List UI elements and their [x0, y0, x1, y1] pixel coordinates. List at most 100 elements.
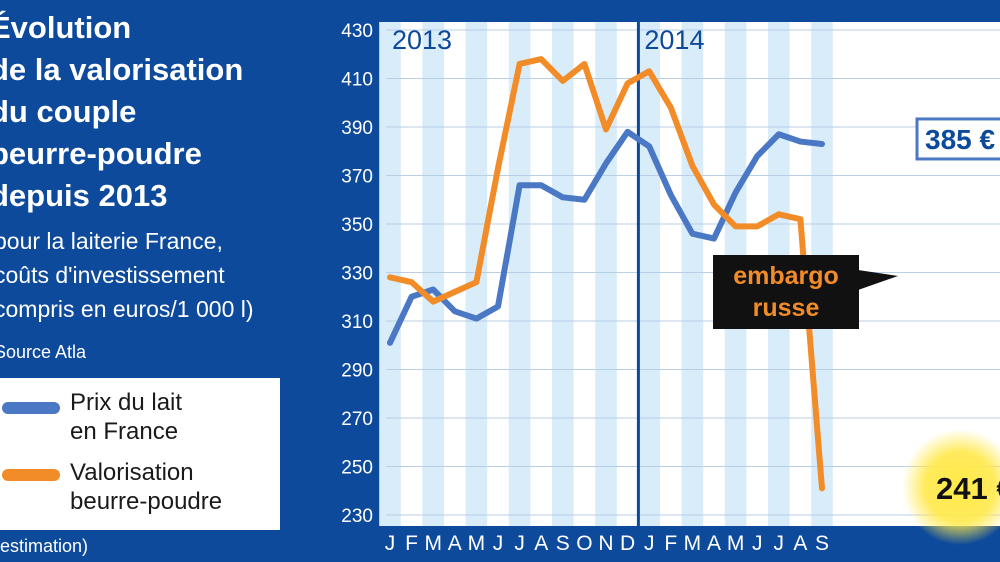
estimation-note: (estimation): [0, 536, 89, 556]
data-point: [603, 161, 609, 166]
data-point: [539, 183, 544, 188]
data-point: [711, 236, 717, 241]
x-tick-label: F: [405, 532, 418, 555]
end-label-box-lait: [915, 117, 1000, 161]
subtitle-line-2: coûts d'investissement: [0, 262, 225, 288]
data-point: [625, 129, 630, 135]
title-line-4: beurre-poudre: [0, 136, 202, 171]
data-point: [711, 202, 717, 207]
data-point: [582, 197, 587, 202]
legend-label-beurre-line2: beurre-poudre: [70, 488, 223, 515]
month-stripe: [422, 22, 444, 526]
legend-label-beurre: Valorisation beurre-poudre: [70, 458, 222, 516]
data-point: [647, 69, 652, 74]
month-stripe: [508, 22, 531, 526]
year-label-2014: 2014: [644, 25, 704, 55]
legend-label-lait-line1: Prix du lait: [70, 389, 183, 416]
embargo-callout-line2: russe: [753, 294, 820, 322]
y-tick-label: 430: [341, 21, 373, 42]
data-point: [733, 224, 738, 229]
y-tick-label: 370: [341, 167, 373, 188]
title-line-2: de la valorisation: [0, 52, 244, 87]
data-point: [560, 195, 565, 200]
data-point: [625, 81, 630, 86]
legend-swatch-lait: [2, 402, 60, 414]
x-tick-label: A: [448, 532, 462, 555]
x-tick-label: S: [556, 532, 570, 555]
x-tick-label: J: [752, 532, 763, 555]
x-tick-label: A: [707, 532, 721, 555]
y-tick-label: 310: [341, 312, 373, 333]
y-tick-label: 270: [341, 409, 373, 430]
highlight-glow: [902, 429, 1000, 545]
x-tick-label: M: [424, 532, 442, 555]
x-tick-label: J: [514, 532, 525, 555]
embargo-callout-line1: embargo: [733, 262, 839, 290]
legend: Prix du lait en France Valorisation beur…: [0, 378, 280, 530]
data-point: [582, 61, 587, 67]
end-label-lait: 385 €: [925, 124, 995, 155]
subtitle-line-3: compris en euros/1 000 l): [0, 296, 254, 322]
data-point: [668, 105, 673, 110]
data-point: [431, 287, 436, 292]
month-stripe: [595, 22, 617, 526]
x-tick-label: A: [534, 532, 548, 555]
x-tick-label: J: [774, 532, 785, 555]
x-tick-label: O: [576, 532, 592, 555]
month-stripe: [681, 22, 704, 526]
y-tick-label: 330: [341, 264, 373, 285]
data-point: [560, 78, 565, 84]
legend-label-beurre-line1: Valorisation: [70, 459, 194, 486]
y-tick-label: 390: [341, 118, 373, 139]
legend-label-lait: Prix du lait en France: [70, 388, 182, 446]
x-tick-label: M: [727, 532, 745, 555]
data-point: [495, 166, 501, 171]
data-point: [474, 316, 479, 321]
data-point: [733, 190, 738, 195]
legend-label-lait-line2: en France: [70, 418, 179, 445]
data-point: [798, 216, 803, 222]
end-label-beurre: 241 €: [936, 471, 1000, 506]
data-point: [409, 280, 414, 285]
source-note: Source Atla: [0, 342, 87, 362]
y-tick-label: 410: [341, 70, 373, 91]
data-point: [452, 289, 457, 295]
data-point: [755, 224, 760, 229]
x-tick-label: J: [644, 532, 655, 555]
data-point: [819, 486, 825, 491]
subtitle-line-1: pour la laiterie France,: [0, 228, 223, 254]
x-axis-band: [386, 526, 1000, 562]
legend-swatch-beurre: [2, 469, 60, 481]
x-tick-label: J: [493, 532, 504, 555]
data-point: [647, 144, 652, 149]
month-stripe: [638, 22, 660, 526]
data-point: [798, 139, 803, 144]
data-point: [776, 212, 781, 217]
embargo-callout-pointer: [858, 270, 898, 290]
data-point: [690, 163, 695, 168]
data-point: [539, 56, 544, 62]
data-point: [474, 280, 479, 285]
y-tick-label: 230: [341, 506, 373, 527]
data-point: [690, 231, 695, 236]
data-point: [387, 340, 393, 346]
data-point: [517, 183, 522, 188]
y-tick-label: 250: [341, 458, 373, 479]
x-tick-label: D: [620, 532, 635, 555]
year-label-2013: 2013: [392, 25, 452, 55]
x-tick-label: F: [664, 532, 677, 555]
x-tick-label: A: [793, 532, 807, 555]
embargo-callout-box: [713, 255, 859, 329]
month-stripe: [379, 22, 401, 526]
x-tick-label: M: [468, 532, 486, 555]
x-tick-label: S: [815, 532, 829, 555]
data-point: [387, 275, 393, 280]
title-line-1: Évolution: [0, 10, 132, 45]
y-tick-label: 350: [341, 215, 373, 236]
x-tick-label: N: [598, 532, 613, 555]
y-tick-label: 290: [341, 361, 373, 382]
data-point: [668, 192, 673, 198]
title-line-5: depuis 2013: [0, 178, 168, 213]
data-point: [431, 299, 436, 304]
